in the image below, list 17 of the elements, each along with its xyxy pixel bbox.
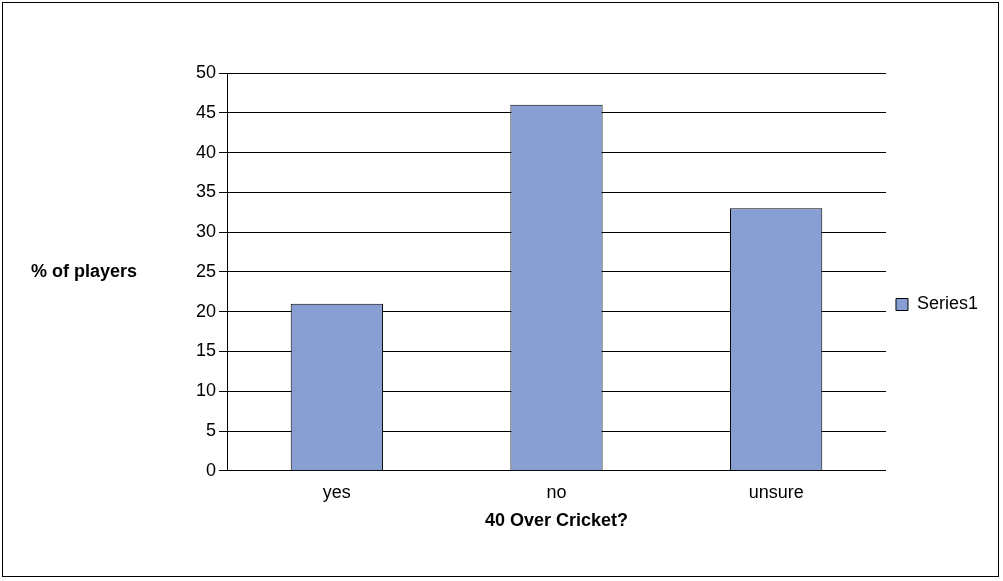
y-tick-label: 30 (195, 221, 217, 242)
legend-label: Series1 (916, 293, 978, 314)
y-tick-label: 5 (206, 419, 217, 440)
y-tick-label: 10 (195, 380, 217, 401)
y-tick-label: 20 (195, 300, 217, 321)
y-tick-label: 15 (195, 340, 217, 361)
y-axis-title: % of players (31, 260, 138, 281)
y-tick-label: 25 (195, 260, 217, 281)
y-tick-label: 40 (195, 141, 217, 162)
x-tick-label: unsure (748, 481, 804, 502)
x-tick-label: yes (322, 481, 351, 502)
y-tick-label: 0 (206, 459, 217, 480)
x-axis-title: 40 Over Cricket? (484, 510, 629, 531)
x-tick-label: no (546, 481, 567, 502)
y-tick-label: 50 (195, 61, 217, 82)
y-tick-label: 35 (195, 181, 217, 202)
y-tick-label: 45 (195, 101, 217, 122)
